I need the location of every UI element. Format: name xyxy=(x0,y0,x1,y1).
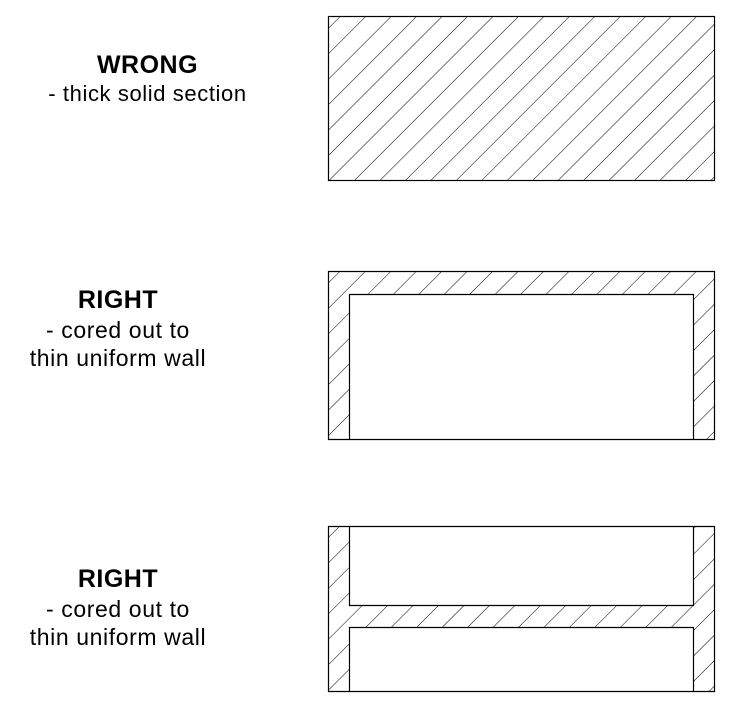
right-label-2: RIGHT - cored out to thin uniform wall xyxy=(0,564,236,651)
wrong-label: WRONG - thick solid section xyxy=(0,50,295,107)
cored-section-diagram-1 xyxy=(327,270,716,441)
right-description-1-line-1: - cored out to xyxy=(46,316,190,343)
wrong-title: WRONG xyxy=(96,51,199,79)
right-label-1: RIGHT - cored out to thin uniform wall xyxy=(0,285,236,372)
solid-section-hatch xyxy=(328,16,715,181)
right-title-2: RIGHT xyxy=(77,565,159,593)
cored-section-2-upper-cavity xyxy=(348,526,695,607)
right-description-2-line-2: thin uniform wall xyxy=(29,623,207,650)
right-title-1: RIGHT xyxy=(77,286,159,314)
right-description-1-line-2: thin uniform wall xyxy=(29,344,207,371)
right-description-2-line-1: - cored out to xyxy=(46,595,190,622)
wrong-description: - thick solid section xyxy=(48,80,247,106)
solid-section-outline xyxy=(327,15,716,182)
cored-section-2-wall-hatch xyxy=(328,526,715,692)
cored-section-1-wall-hatch xyxy=(328,271,715,440)
cored-section-2-outline xyxy=(327,525,716,693)
cored-section-1-outline xyxy=(327,270,716,441)
cored-section-diagram-2 xyxy=(327,525,716,693)
solid-section-diagram xyxy=(327,15,716,182)
